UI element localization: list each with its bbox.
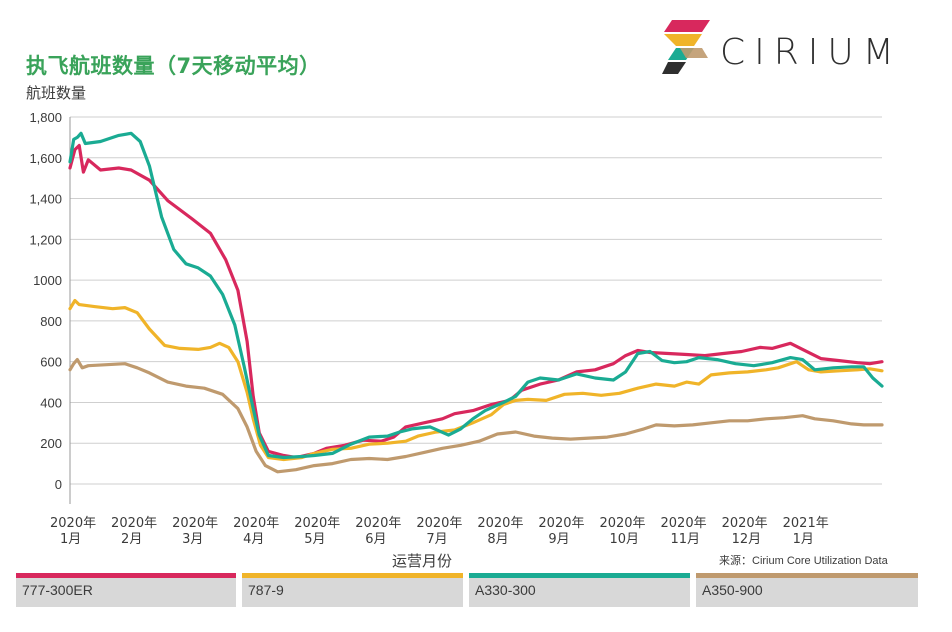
x-tick-month: 5月 [304,532,325,547]
y-tick-label: 600 [40,355,62,370]
x-tick-year: 2020年 [172,516,218,531]
legend-swatch [16,573,236,578]
x-tick-month: 8月 [487,532,508,547]
x-axis-ticks: 2020年1月2020年2月2020年3月2020年4月2020年5月2020年… [50,516,829,547]
x-tick-year: 2020年 [50,516,96,531]
legend-swatch [469,573,690,578]
y-tick-label: 0 [55,477,62,492]
y-tick-label: 800 [40,314,62,329]
x-tick-month: 11月 [671,532,701,547]
y-axis-ticks: 0 200 400 600 800 1000 1,200 1,400 1,600 1,800 [29,110,62,492]
series-line-a350-900 [68,358,884,474]
x-tick-month: 4月 [243,532,264,547]
cirium-logo: CIRIUM [662,18,902,90]
y-tick-label: 400 [40,395,62,410]
x-tick-month: 7月 [426,532,447,547]
y-tick-label: 1,600 [29,151,62,166]
x-tick-year: 2020年 [661,516,707,531]
series-line-787-9 [68,298,884,462]
x-tick-year: 2020年 [355,516,401,531]
chart-title: 执飞航班数量（7天移动平均） [26,54,321,78]
x-tick-month: 9月 [548,532,569,547]
x-tick-year: 2020年 [233,516,279,531]
x-tick-year: 2020年 [538,516,584,531]
x-tick-month: 12月 [732,532,762,547]
source-note: 来源：Cirium Core Utilization Data [719,555,888,567]
series-line-777-300er [68,143,884,460]
y-tick-label: 200 [40,436,62,451]
y-tick-label: 1,200 [29,232,62,247]
legend-swatch [696,573,918,578]
y-axis-label: 航班数量 [26,84,87,102]
x-tick-month: 10月 [609,532,639,547]
x-tick-year: 2020年 [599,516,645,531]
y-tick-label: 1000 [33,273,62,288]
legend-item-a350-900: A350-900 [696,573,918,607]
x-tick-year: 2020年 [111,516,157,531]
x-tick-year: 2021年 [783,516,829,531]
y-tick-label: 1,800 [29,110,62,125]
series-lines [68,131,884,474]
legend-label: 777-300ER [22,582,93,598]
legend-item-777-300er: 777-300ER [16,573,236,607]
x-axis-label: 运营月份 [392,552,453,570]
x-tick-month: 1月 [793,532,814,547]
legend-label: 787-9 [248,582,284,598]
x-tick-month: 1月 [60,532,81,547]
x-tick-year: 2020年 [416,516,462,531]
legend-label: A330-300 [475,582,536,598]
x-tick-month: 2月 [121,532,142,547]
line-chart: 0 200 400 600 800 1000 1,200 1,400 1,600 1,800 20… [29,110,884,547]
y-tick-label: 1,400 [29,192,62,207]
legend-item-a330-300: A330-300 [469,573,690,607]
x-tick-month: 6月 [365,532,386,547]
cirium-logo-icon [662,20,710,74]
legend-swatch [242,573,463,578]
x-tick-year: 2020年 [294,516,340,531]
legend-item-787-9: 787-9 [242,573,463,607]
grid-lines [69,116,882,504]
legend-label: A350-900 [702,582,763,598]
x-tick-year: 2020年 [477,516,523,531]
x-tick-year: 2020年 [722,516,768,531]
x-tick-month: 3月 [182,532,203,547]
series-line-a330-300 [68,131,884,460]
brand-name: CIRIUM [720,32,903,73]
